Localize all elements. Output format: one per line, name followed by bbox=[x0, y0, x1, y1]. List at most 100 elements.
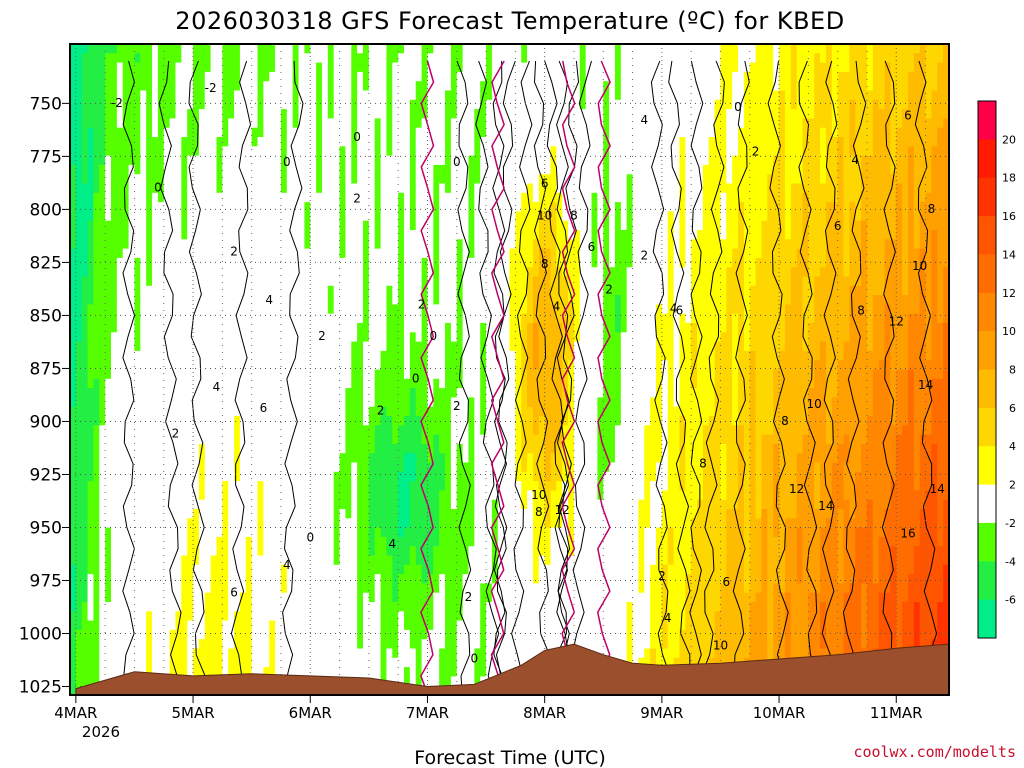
temperature-cell bbox=[128, 564, 136, 575]
temperature-cell bbox=[363, 304, 370, 315]
temperature-cell bbox=[198, 369, 206, 380]
temperature-cell bbox=[327, 81, 335, 92]
temperature-cell bbox=[228, 416, 235, 426]
temperature-cell bbox=[70, 397, 77, 408]
temperature-cell bbox=[363, 183, 370, 194]
temperature-cell bbox=[122, 369, 130, 380]
temperature-cell bbox=[310, 267, 317, 278]
temperature-cell bbox=[316, 99, 323, 110]
temperature-cell bbox=[140, 443, 147, 454]
temperature-cell bbox=[239, 620, 247, 631]
temperature-cell bbox=[146, 220, 153, 231]
temperature-cell bbox=[75, 574, 83, 584]
temperature-cell bbox=[445, 657, 452, 668]
temperature-cell bbox=[251, 443, 259, 454]
temperature-cell bbox=[210, 183, 218, 194]
temperature-cell bbox=[175, 137, 182, 147]
temperature-cell bbox=[427, 90, 434, 101]
temperature-cell bbox=[181, 629, 188, 640]
temperature-cell bbox=[368, 629, 376, 640]
temperature-cell bbox=[275, 155, 282, 166]
temperature-cell bbox=[187, 127, 194, 138]
temperature-cell bbox=[386, 44, 393, 54]
temperature-cell bbox=[181, 509, 188, 519]
temperature-cell bbox=[474, 527, 481, 538]
temperature-cell bbox=[404, 583, 411, 594]
temperature-cell bbox=[363, 230, 370, 240]
temperature-cell bbox=[421, 518, 429, 529]
temperature-cell bbox=[351, 564, 358, 575]
temperature-cell bbox=[386, 397, 393, 408]
temperature-cell bbox=[163, 174, 171, 185]
temperature-cell bbox=[280, 99, 288, 110]
temperature-cell bbox=[386, 285, 393, 296]
temperature-cell bbox=[280, 536, 288, 547]
temperature-cell bbox=[292, 499, 300, 510]
temperature-cell bbox=[275, 490, 282, 501]
temperature-cell bbox=[222, 202, 229, 212]
temperature-cell bbox=[321, 137, 329, 147]
temperature-cell bbox=[163, 164, 171, 175]
temperature-cell bbox=[468, 546, 475, 557]
temperature-cell bbox=[275, 44, 282, 54]
temperature-cell bbox=[134, 406, 141, 417]
temperature-cell bbox=[345, 369, 352, 380]
temperature-cell bbox=[81, 462, 89, 473]
temperature-cell bbox=[140, 509, 147, 519]
temperature-cell bbox=[316, 499, 323, 510]
temperature-cell bbox=[363, 155, 370, 166]
temperature-cell bbox=[269, 109, 276, 119]
temperature-cell bbox=[187, 657, 194, 668]
temperature-cell bbox=[116, 388, 124, 398]
temperature-cell bbox=[146, 202, 153, 212]
temperature-cell bbox=[280, 350, 288, 361]
temperature-cell bbox=[257, 527, 264, 538]
temperature-cell bbox=[116, 276, 124, 287]
temperature-cell bbox=[480, 490, 487, 501]
temperature-cell bbox=[269, 230, 276, 240]
temperature-cell bbox=[105, 592, 112, 603]
temperature-cell bbox=[116, 248, 124, 259]
temperature-cell bbox=[456, 434, 464, 445]
temperature-cell bbox=[193, 499, 200, 510]
temperature-cell bbox=[169, 127, 177, 138]
temperature-cell bbox=[70, 546, 77, 557]
temperature-cell bbox=[175, 369, 182, 380]
temperature-cell bbox=[310, 313, 317, 324]
temperature-cell bbox=[380, 211, 388, 222]
temperature-cell bbox=[439, 146, 446, 157]
temperature-cell bbox=[70, 192, 77, 203]
temperature-cell bbox=[433, 267, 440, 278]
temperature-cell bbox=[122, 285, 130, 296]
temperature-cell bbox=[398, 192, 405, 203]
temperature-cell bbox=[175, 527, 182, 538]
temperature-cell bbox=[122, 416, 130, 426]
temperature-cell bbox=[187, 406, 194, 417]
temperature-cell bbox=[321, 574, 329, 584]
temperature-cell bbox=[368, 620, 376, 631]
temperature-cell bbox=[421, 369, 429, 380]
temperature-cell bbox=[339, 416, 347, 426]
temperature-cell bbox=[374, 267, 382, 278]
temperature-cell bbox=[146, 406, 153, 417]
temperature-cell bbox=[398, 378, 405, 389]
temperature-cell bbox=[134, 220, 141, 231]
temperature-cell bbox=[404, 536, 411, 547]
temperature-cell bbox=[140, 211, 147, 222]
temperature-cell bbox=[427, 657, 434, 668]
temperature-cell bbox=[70, 657, 77, 668]
temperature-cell bbox=[404, 285, 411, 296]
temperature-cell bbox=[228, 350, 235, 361]
temperature-cell bbox=[239, 99, 247, 110]
temperature-cell bbox=[81, 220, 89, 231]
temperature-cell bbox=[486, 81, 493, 92]
temperature-cell bbox=[105, 536, 112, 547]
temperature-cell bbox=[122, 629, 130, 640]
temperature-cell bbox=[157, 118, 165, 129]
temperature-cell bbox=[409, 378, 417, 389]
temperature-cell bbox=[198, 109, 206, 119]
temperature-cell bbox=[228, 174, 235, 185]
temperature-cell bbox=[445, 44, 452, 54]
temperature-cell bbox=[409, 667, 417, 677]
temperature-cell bbox=[239, 44, 247, 54]
